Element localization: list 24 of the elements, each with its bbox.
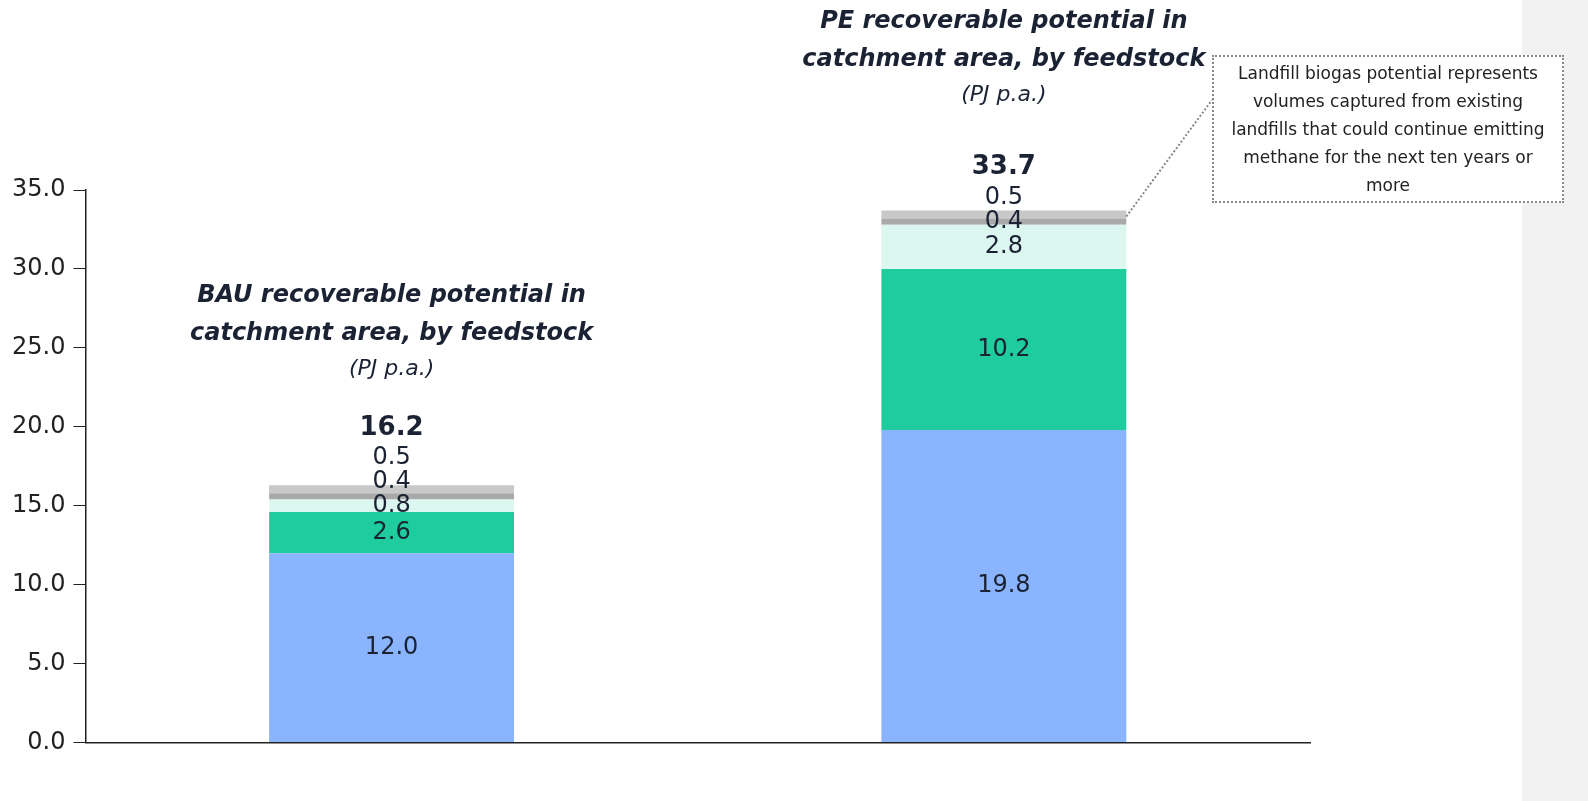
- y-tick-label: 0.0: [27, 726, 66, 755]
- data-label: 2.8: [984, 231, 1023, 260]
- y-tick-label: 35.0: [12, 174, 66, 203]
- annotation: (PJ p.a.): [347, 354, 436, 383]
- bar: [881, 268, 1127, 430]
- y-tick-label: 10.0: [12, 568, 66, 597]
- total-label: 16.2: [359, 410, 424, 441]
- data-label: 12.0: [364, 631, 419, 660]
- bar: [269, 512, 515, 554]
- annotation: Landfill biogas potential represents volumes captured from existing landfills that could continue emitting methane for the next ten years or more: [1212, 55, 1564, 203]
- y-tick-label: 25.0: [12, 332, 66, 361]
- annotation: BAU recoverable potential in catchment area, by feedstock: [189, 279, 595, 349]
- text: PE recoverable potential in catchment area, by feedstock: [801, 4, 1208, 74]
- data-label: 2.6: [372, 516, 411, 545]
- y-tick-label: 30.0: [12, 253, 66, 282]
- data-label: 19.8: [977, 570, 1031, 599]
- bar: [269, 553, 515, 743]
- bar: [881, 429, 1127, 743]
- data-label: 10.2: [977, 333, 1031, 362]
- y-tick-label: 5.0: [27, 647, 66, 676]
- total-label: 33.7: [971, 150, 1036, 181]
- y-tick-label: 20.0: [12, 411, 66, 440]
- y-tick-label: 15.0: [12, 490, 66, 519]
- text: (PJ p.a.): [960, 79, 1048, 108]
